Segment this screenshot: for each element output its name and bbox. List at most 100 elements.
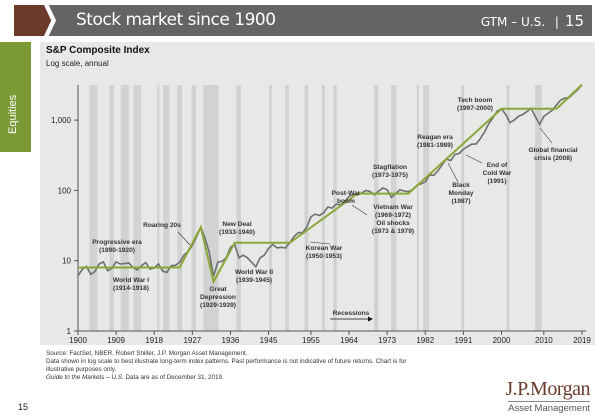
header-page-number: 15	[564, 12, 584, 30]
annotation-label: (1981-1989)	[417, 142, 453, 149]
separator: |	[554, 15, 559, 29]
annotation-label: (1939-1945)	[236, 277, 272, 284]
recession-band	[120, 85, 129, 331]
recession-band	[321, 85, 325, 331]
annotation-leader	[465, 154, 483, 164]
recession-band	[390, 85, 397, 331]
annotation-label: (1890-1920)	[99, 247, 135, 254]
x-tick-label: 2000	[493, 336, 511, 345]
footer-page-number: 15	[18, 402, 29, 412]
annotation-label: Progressive era	[92, 239, 142, 246]
annotation-label: (1950-1953)	[306, 253, 342, 260]
annotation-label: Tech boom	[458, 97, 493, 104]
annotation-leader	[447, 162, 459, 183]
annotation-label: (1933-1940)	[219, 229, 255, 236]
as-of-note: Guide to the Markets – U.S. Data are as …	[46, 374, 416, 382]
guide-title: Guide to the Markets – U.S.	[46, 374, 124, 381]
annotation-label: boom	[337, 198, 355, 205]
x-tick-label: 1964	[340, 336, 358, 345]
recession-band	[506, 85, 510, 331]
header-bar	[48, 5, 592, 36]
x-tick-label: 1900	[69, 336, 87, 345]
chart-subtitle: Log scale, annual	[46, 59, 109, 68]
annotation-label: crisis (2008)	[534, 155, 572, 162]
annotation-leader	[351, 204, 368, 216]
index-line	[77, 84, 583, 277]
annotation-label: Black	[452, 182, 470, 189]
recession-band	[268, 85, 272, 331]
recession-band	[285, 85, 289, 331]
annotation-label: Post-War	[332, 190, 361, 197]
recession-band	[163, 85, 170, 331]
recession-band	[304, 85, 309, 331]
recession-band	[423, 85, 430, 331]
annotation-label: World War II	[235, 269, 273, 276]
annotation-label: Vietnam War	[373, 204, 413, 211]
recessions-arrowhead-icon	[368, 316, 373, 322]
recessions-label: Recessions	[333, 310, 370, 317]
chart-title: S&P Composite Index	[46, 45, 150, 56]
annotation-label: (1991)	[487, 178, 506, 185]
annotation-label: End of	[487, 162, 508, 169]
jpmorgan-logo: J.P.Morgan	[505, 378, 590, 400]
x-tick-label: 1955	[302, 336, 320, 345]
annotation-label: Cold War	[483, 170, 512, 177]
annotation-label: (1997-2000)	[457, 105, 493, 112]
recession-band	[157, 85, 160, 331]
x-tick-label: 1927	[183, 336, 201, 345]
y-tick-label: 1,000	[51, 116, 72, 125]
y-tick-label: 1	[67, 327, 72, 336]
recession-band	[461, 85, 465, 331]
annotation-label: (1973-1975)	[372, 172, 408, 179]
disclaimer-note: Data shown in log scale to best illustra…	[46, 358, 407, 373]
recession-band	[236, 85, 242, 331]
x-tick-label: 1982	[416, 336, 434, 345]
x-tick-label: 1936	[222, 336, 240, 345]
annotation-label: Reagan era	[417, 134, 453, 141]
x-tick-label: 2010	[535, 336, 553, 345]
page-title: Stock market since 1900	[76, 10, 276, 30]
recession-band	[89, 85, 98, 331]
y-tick-label: 10	[62, 257, 71, 266]
annotation-label: Monday	[449, 190, 474, 197]
header-section: GTM – U.S. | 15	[481, 12, 584, 30]
x-tick-label: 2019	[573, 336, 591, 345]
trend-line	[78, 83, 583, 285]
annotation-leader	[309, 241, 331, 245]
annotation-label: Depression	[200, 294, 236, 301]
annotation-label: Great	[209, 286, 227, 293]
x-tick-label: 1909	[107, 336, 125, 345]
annotation-label: (1987)	[451, 198, 470, 205]
recession-band	[133, 85, 142, 331]
annotation-label: (1914-1918)	[113, 285, 149, 292]
x-tick-label: 1918	[145, 336, 163, 345]
section-label: GTM – U.S.	[480, 15, 546, 29]
y-tick-label: 100	[58, 186, 72, 195]
sidebar-tab-equities: Equities	[0, 42, 31, 152]
x-tick-label: 1945	[260, 336, 278, 345]
annotation-label: World War I	[113, 277, 149, 284]
recession-band	[374, 85, 379, 331]
recession-band	[534, 85, 542, 331]
annotation-label: (1969-1972)	[375, 212, 411, 219]
recession-band	[177, 85, 183, 331]
annotation-label: Global financial	[528, 147, 577, 154]
annotation-label: (1973 & 1979)	[372, 228, 414, 235]
footnotes: Source: FactSet, NBER, Robert Shiller, J…	[46, 350, 416, 382]
recession-band	[333, 85, 337, 331]
logo-subtitle: Asset Management	[508, 401, 590, 414]
x-tick-label: 1991	[454, 336, 472, 345]
annotation-label: New Deal	[222, 221, 251, 228]
annotation-label: (1929-1939)	[200, 302, 236, 309]
chart-panel	[40, 42, 595, 345]
as-of-date: Data are as of December 31, 2019.	[125, 374, 224, 381]
recession-band	[191, 85, 197, 331]
annotation-label: Oil shocks	[376, 220, 410, 227]
recession-band	[416, 85, 419, 331]
annotation-leader	[539, 127, 553, 144]
source-note: Source: FactSet, NBER, Robert Shiller, J…	[46, 350, 248, 357]
recession-band	[109, 85, 114, 331]
annotation-label: Roaring 20s	[143, 222, 181, 229]
annotation-label: Korean War	[306, 245, 343, 252]
